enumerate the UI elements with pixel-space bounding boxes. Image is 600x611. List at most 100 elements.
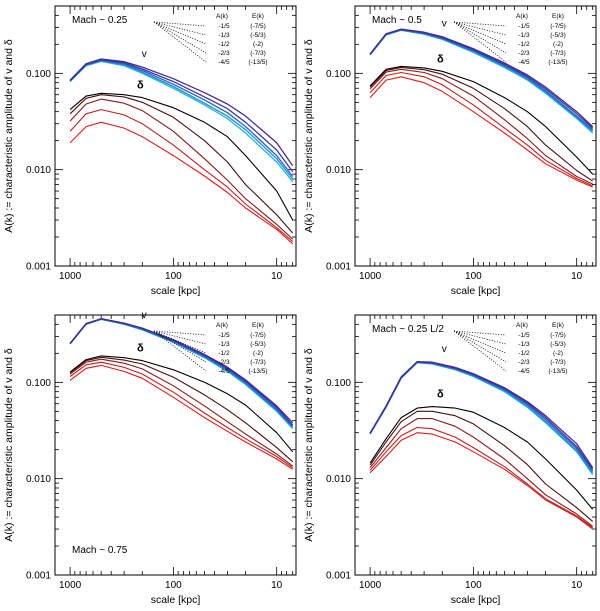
legend-e-value: (-7/3) — [550, 359, 566, 366]
legend-line — [453, 330, 507, 363]
y-tick-label: 0.010 — [326, 474, 351, 485]
legend-a-value: -4/5 — [518, 59, 530, 66]
x-axis-label: scale [kpc] — [451, 285, 501, 297]
legend-line — [153, 21, 207, 36]
y-tick-label: 0.001 — [326, 262, 351, 273]
x-tick-label: 10 — [571, 580, 583, 591]
plot-frame — [54, 5, 297, 267]
panel-bottom-left: 1000 100 10 0.001 0.010 0.100 scale [kpc] A(k) … — [3, 310, 297, 606]
legend-e-value: (-13/5) — [548, 368, 567, 375]
legend-line — [453, 330, 507, 345]
legend-line — [453, 21, 507, 63]
legend-a-value: -1/5 — [518, 332, 530, 339]
legend-line — [453, 21, 507, 45]
x-tick-label: 10 — [571, 271, 583, 282]
legend-e-value: (-2) — [553, 350, 563, 357]
delta-series-line — [69, 358, 294, 467]
v-series-line — [69, 59, 294, 177]
delta-series-line — [369, 68, 593, 185]
legend-e-value: (-5/3) — [250, 341, 266, 348]
legend-line — [453, 330, 507, 336]
legend-e-value: (-13/5) — [248, 59, 267, 66]
v-series-label: v — [142, 49, 147, 60]
legend-line — [153, 330, 207, 372]
delta-series-line — [369, 432, 594, 530]
delta-series-line — [69, 356, 294, 463]
v-series-label: v — [142, 310, 147, 321]
legend-line — [453, 21, 507, 54]
v-series-line — [369, 360, 594, 469]
delta-series-label: δ — [437, 389, 444, 401]
legend-header-e: E(k) — [552, 13, 564, 20]
legend-e-value: (-7/3) — [250, 359, 266, 366]
legend-e-value: (-5/3) — [250, 32, 266, 39]
delta-series-line — [69, 94, 294, 234]
delta-series-line — [69, 355, 294, 453]
legend-a-value: -1/3 — [218, 341, 230, 348]
delta-series-line — [69, 109, 294, 242]
v-series-line — [69, 318, 294, 424]
legend-e-value: (-7/5) — [250, 23, 266, 30]
delta-series-line — [69, 121, 294, 245]
legend-e-value: (-7/3) — [550, 50, 566, 57]
delta-series-line — [369, 66, 594, 182]
y-tick-label: 0.100 — [26, 69, 51, 80]
legend-line — [153, 21, 207, 45]
plot-frame — [54, 314, 297, 576]
y-tick-label: 0.001 — [26, 571, 51, 582]
legend-line — [153, 21, 207, 54]
legend-a-value: -4/5 — [518, 368, 530, 375]
delta-series-line — [369, 406, 594, 510]
legend-a-value: -1/3 — [218, 32, 230, 39]
delta-series-line — [369, 76, 593, 188]
panel-top-left: 1000 100 10 0.001 0.010 0.100 scale [kpc] A(k) … — [3, 5, 297, 297]
v-series-label: v — [442, 344, 447, 355]
x-axis-label: scale [kpc] — [451, 594, 501, 606]
y-tick-label: 0.100 — [326, 378, 351, 389]
v-series-line — [369, 28, 594, 128]
legend-header-a: A(k) — [216, 322, 228, 329]
legend-line — [453, 21, 507, 27]
legend-a-value: -1/2 — [218, 41, 230, 48]
legend-line — [153, 21, 207, 27]
y-axis-label: A(k) := characteristic amplitude of v an… — [303, 348, 315, 542]
legend-a-value: -2/3 — [218, 50, 230, 57]
legend-line — [153, 330, 207, 345]
delta-series-line — [369, 418, 594, 527]
legend-a-value: -4/5 — [218, 368, 230, 375]
legend-e-value: (-2) — [553, 41, 563, 48]
legend-a-value: -1/3 — [518, 341, 530, 348]
v-series-line — [69, 58, 294, 167]
y-tick-label: 0.100 — [326, 69, 351, 80]
y-tick-label: 0.001 — [326, 571, 351, 582]
panel-top-right: 1000 100 10 0.001 0.010 0.100 scale [kpc] A(k) … — [303, 5, 597, 297]
legend-header-a: A(k) — [216, 13, 228, 20]
legend-e-value: (-2) — [253, 41, 263, 48]
legend-line — [153, 330, 207, 354]
x-tick-label: 1000 — [359, 271, 382, 282]
plot-frame — [354, 5, 597, 267]
legend-line — [453, 330, 507, 354]
x-tick-label: 100 — [465, 271, 482, 282]
v-series-line — [69, 58, 294, 173]
legend-e-value: (-13/5) — [548, 59, 567, 66]
delta-series-label: δ — [437, 53, 444, 65]
delta-series-line — [369, 71, 593, 187]
legend-a-value: -1/5 — [218, 23, 230, 30]
delta-series-line — [69, 364, 293, 470]
delta-series-label: δ — [137, 80, 144, 92]
legend-header-e: E(k) — [252, 322, 264, 329]
legend-a-value: -2/3 — [218, 359, 230, 366]
y-tick-label: 0.010 — [26, 165, 51, 176]
delta-series-line — [369, 426, 594, 529]
legend-e-value: (-7/5) — [550, 332, 566, 339]
v-series-label: v — [442, 19, 447, 30]
delta-series-line — [69, 98, 294, 240]
mach-annotation: Mach ~ 0.25 — [72, 15, 128, 26]
x-tick-label: 100 — [165, 580, 182, 591]
legend-e-value: (-7/5) — [550, 23, 566, 30]
legend-a-value: -1/2 — [518, 350, 530, 357]
delta-series-line — [69, 361, 294, 469]
delta-series-line — [369, 65, 594, 175]
legend-e-value: (-13/5) — [248, 368, 267, 375]
